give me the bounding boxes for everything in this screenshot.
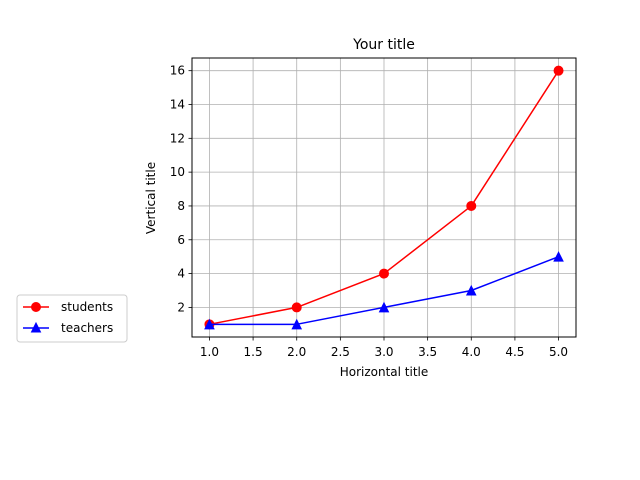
x-tick-label: 5.0 — [549, 345, 568, 359]
y-tick-label: 8 — [177, 199, 185, 213]
y-tick-label: 2 — [177, 300, 185, 314]
y-tick-label: 16 — [170, 64, 185, 78]
y-tick-label: 10 — [170, 165, 185, 179]
y-axis-label: Vertical title — [144, 162, 158, 234]
y-tick-label: 4 — [177, 267, 185, 281]
teachers-point — [553, 251, 564, 262]
legend: students teachers — [16, 294, 128, 343]
students-point — [466, 200, 477, 211]
legend-students-marker — [31, 302, 41, 312]
y-tick-label: 14 — [170, 98, 185, 112]
y-tick-label: 12 — [170, 131, 185, 145]
x-tick-label: 4.0 — [462, 345, 481, 359]
students-point — [553, 65, 564, 76]
teachers-point — [465, 284, 477, 296]
series-layer — [204, 65, 564, 330]
x-tick-label: 4.5 — [505, 345, 524, 359]
x-tick-label: 2.0 — [287, 345, 306, 359]
students-point — [291, 302, 302, 313]
legend-teachers-label: teachers — [61, 321, 113, 335]
legend-students-label: students — [61, 300, 113, 314]
x-tick-label: 1.5 — [244, 345, 263, 359]
x-tick-label: 3.5 — [418, 345, 437, 359]
x-tick-label: 2.5 — [331, 345, 350, 359]
y-tick-label: 6 — [177, 233, 185, 247]
legend-teachers-marker — [30, 321, 42, 333]
teachers-point — [204, 318, 215, 330]
students-point — [379, 268, 389, 279]
ticks: 1.0 1.5 2.0 2.5 3.0 3.5 4.0 4.5 5.0 2 4 6 8 10 12 14 16 — [170, 64, 568, 359]
x-tick-label: 3.0 — [374, 345, 393, 359]
x-tick-label: 1.0 — [200, 345, 219, 359]
chart-title: Your title — [352, 37, 415, 53]
x-axis-label: Horizontal title — [340, 365, 429, 379]
teachers-point — [291, 318, 303, 330]
teachers-point — [378, 301, 390, 313]
